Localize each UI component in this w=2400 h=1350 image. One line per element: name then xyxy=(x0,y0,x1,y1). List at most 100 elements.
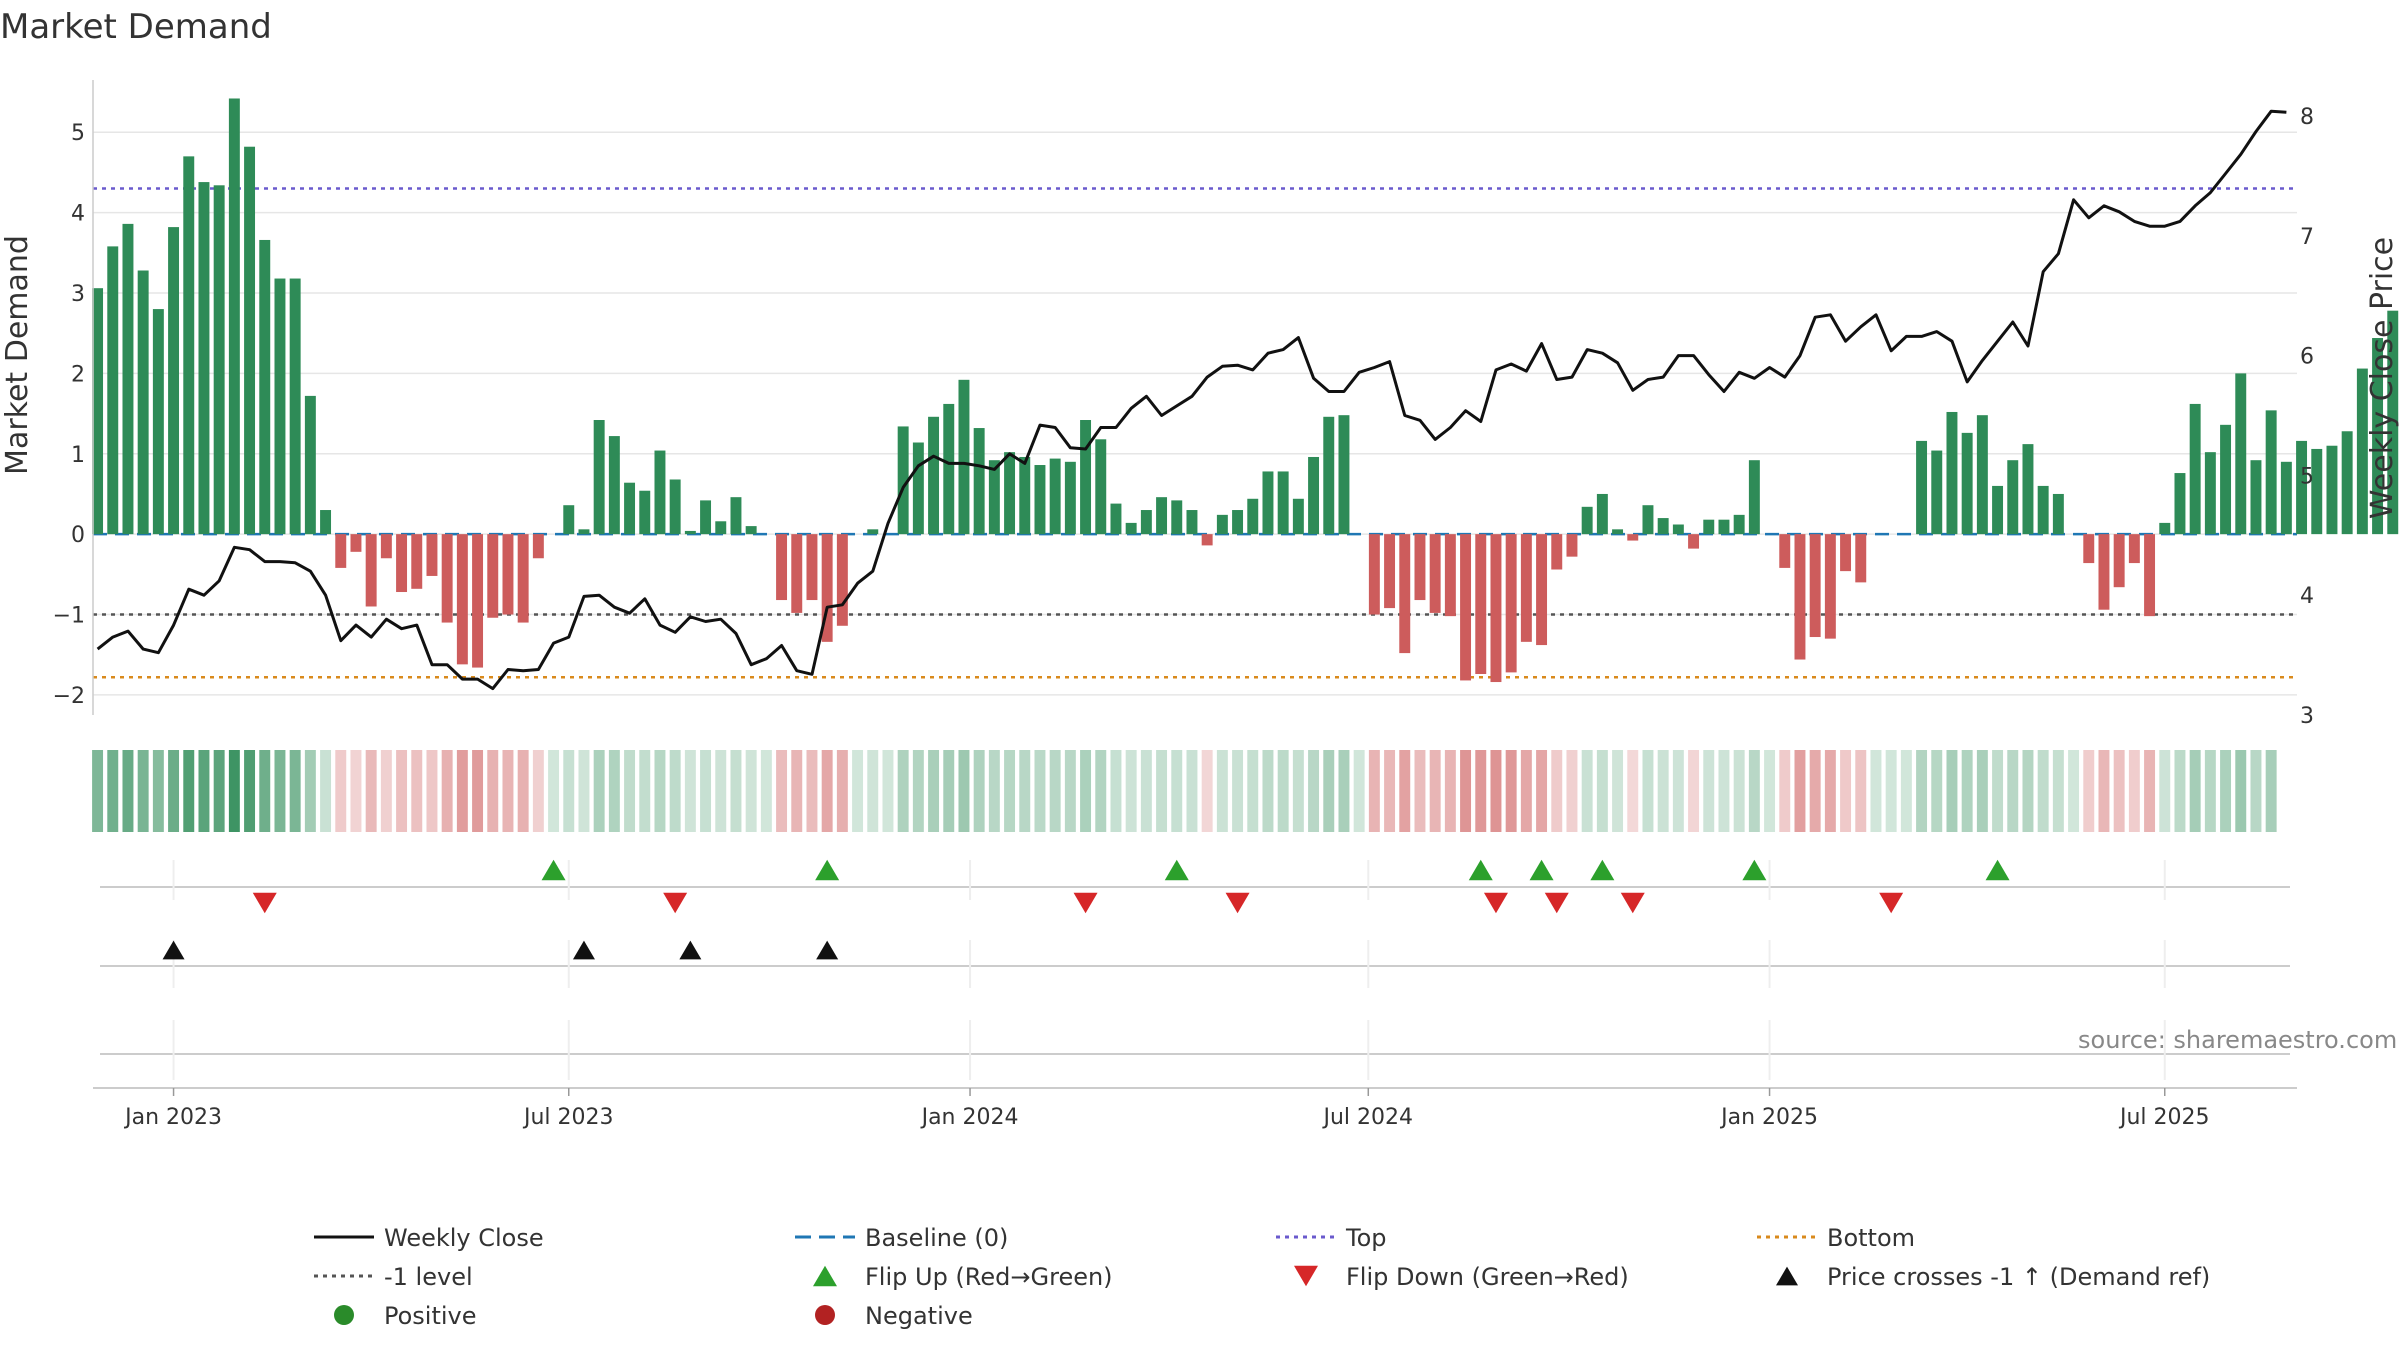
heat-cell xyxy=(1688,750,1700,832)
heat-cell xyxy=(1961,750,1973,832)
flip-up-marker xyxy=(541,859,566,881)
heat-cell xyxy=(1992,750,2004,832)
positive-bar xyxy=(2007,460,2019,535)
positive-bar xyxy=(2326,445,2338,535)
negative-bar xyxy=(2098,534,2110,610)
legend-item: Positive xyxy=(334,1302,477,1330)
positive-bar xyxy=(1703,519,1715,535)
flip-down-marker xyxy=(1483,892,1508,914)
heat-cell xyxy=(624,750,636,832)
negative-bar xyxy=(1399,534,1411,654)
heat-cell xyxy=(1460,750,1472,832)
heat-cell xyxy=(745,750,757,832)
positive-bar xyxy=(198,182,210,535)
legend-label: Flip Down (Green→Red) xyxy=(1346,1263,1629,1291)
price-cross-marker xyxy=(679,940,702,960)
heat-cell xyxy=(943,750,955,832)
heat-cell xyxy=(973,750,985,832)
heat-cell xyxy=(517,750,529,832)
legend-label: Top xyxy=(1345,1224,1387,1252)
negative-bar xyxy=(1384,534,1396,609)
heat-cell xyxy=(1520,750,1532,832)
negative-bar xyxy=(1201,534,1213,546)
y-axis-right-label: Weekly Close Price xyxy=(2365,237,2400,519)
heat-cell xyxy=(1794,750,1806,832)
positive-bar xyxy=(2250,460,2262,535)
heat-cell xyxy=(1186,750,1198,832)
positive-bar xyxy=(1292,498,1304,535)
positive-bar xyxy=(2341,431,2353,535)
heat-cell xyxy=(1019,750,1031,832)
heat-cell xyxy=(1612,750,1624,832)
heat-cell xyxy=(867,750,879,832)
y-tick-left: 0 xyxy=(71,523,85,548)
negative-bar xyxy=(1520,534,1532,642)
flip-up-marker xyxy=(1742,859,1767,881)
heat-cell xyxy=(426,750,438,832)
positive-bar xyxy=(2296,440,2308,535)
weekly-close-line xyxy=(96,109,2287,691)
y-tick-right: 5 xyxy=(2300,464,2314,489)
heat-cell xyxy=(776,750,788,832)
negative-bar xyxy=(456,534,468,665)
positive-bar xyxy=(107,246,119,535)
negative-bar xyxy=(1824,534,1836,639)
heat-cell xyxy=(988,750,1000,832)
heat-cell xyxy=(1080,750,1092,832)
positive-bar xyxy=(669,479,681,535)
flip-up-marker xyxy=(815,859,840,881)
positive-bar xyxy=(988,460,1000,535)
heat-cell xyxy=(1110,750,1122,832)
heat-cell xyxy=(1505,750,1517,832)
heat-cell xyxy=(1733,750,1745,832)
heat-cell xyxy=(92,750,104,832)
positive-bar xyxy=(274,278,286,535)
positive-bar xyxy=(1946,411,1958,535)
heat-cell xyxy=(2022,750,2034,832)
positive-bar xyxy=(1338,415,1350,535)
positive-bar xyxy=(943,403,955,535)
y-tick-left: 4 xyxy=(71,202,85,227)
heat-cell xyxy=(1368,750,1380,832)
legend-label: Bottom xyxy=(1827,1224,1915,1252)
heat-cell xyxy=(897,750,909,832)
heat-cell xyxy=(2037,750,2049,832)
positive-bar xyxy=(1004,452,1016,535)
positive-bar xyxy=(912,442,924,535)
positive-bar xyxy=(867,529,879,535)
heat-cell xyxy=(1201,750,1213,832)
positive-bar xyxy=(1110,503,1122,535)
heat-cell xyxy=(882,750,894,832)
negative-bar xyxy=(806,534,818,601)
positive-bar xyxy=(2387,310,2399,535)
positive-bar xyxy=(624,482,636,535)
heat-cell xyxy=(2083,750,2095,832)
flip-down-marker xyxy=(1620,892,1645,914)
heat-cell xyxy=(1946,750,1958,832)
positive-bar xyxy=(1323,416,1335,535)
positive-bar xyxy=(244,146,256,535)
negative-bar xyxy=(411,534,423,589)
heat-cell xyxy=(1384,750,1396,832)
x-tick-label: Jan 2023 xyxy=(123,1105,222,1130)
heat-cell xyxy=(274,750,286,832)
negative-bar xyxy=(502,534,514,615)
heat-cell xyxy=(730,750,742,832)
heat-cell xyxy=(715,750,727,832)
heat-cell xyxy=(1536,750,1548,832)
legend-item: Weekly Close xyxy=(314,1224,544,1252)
positive-bar xyxy=(2265,410,2277,535)
negative-bar xyxy=(2113,534,2125,588)
heat-cell xyxy=(244,750,256,832)
heat-cell xyxy=(213,750,225,832)
heat-cell xyxy=(1581,750,1593,832)
legend-item: Flip Up (Red→Green) xyxy=(813,1263,1113,1291)
chart-title: Market Demand xyxy=(0,7,272,47)
heat-cell xyxy=(487,750,499,832)
heat-cell xyxy=(593,750,605,832)
heat-cell xyxy=(1976,750,1988,832)
heat-cell xyxy=(1247,750,1259,832)
legend-item: Top xyxy=(1276,1224,1387,1252)
heat-cell xyxy=(1414,750,1426,832)
heat-cell xyxy=(548,750,560,832)
